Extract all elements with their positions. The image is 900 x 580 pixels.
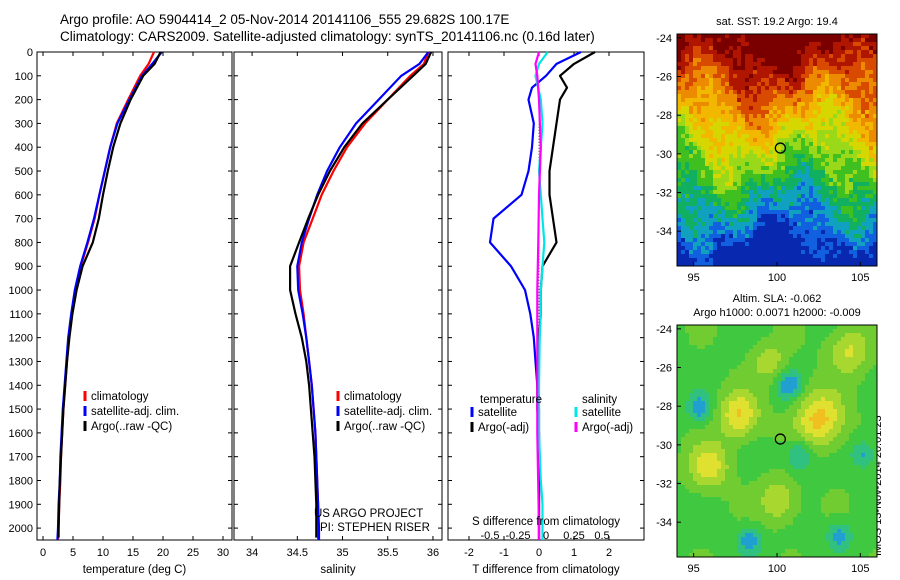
- secondary-tick-label: 0.5: [594, 530, 609, 542]
- y-tick-label: -32: [656, 479, 672, 491]
- y-tick-label: 400: [15, 142, 33, 154]
- y-tick-label: -24: [656, 324, 672, 336]
- secondary-axis-label: S difference from climatology: [472, 516, 620, 528]
- secondary-tick-label: 0: [543, 530, 549, 542]
- legend-entry: satellite-adj. clim.: [91, 406, 179, 418]
- panel-frame-2: [233, 51, 443, 541]
- x-tick-label: 95: [688, 272, 700, 284]
- legend-entry: satellite-adj. clim.: [344, 406, 432, 418]
- y-tick-label: 1500: [9, 404, 33, 416]
- y-tick-label: -24: [656, 33, 672, 45]
- x-tick-label: 0: [40, 547, 46, 559]
- x-tick-label: 100: [768, 563, 786, 575]
- y-tick-label: 600: [15, 190, 33, 202]
- y-tick-label: 500: [15, 166, 33, 178]
- y-tick-label: 1400: [9, 380, 33, 392]
- secondary-tick-label: -0.5: [481, 530, 500, 542]
- annotation-line: PI: STEPHEN RISER: [320, 522, 430, 534]
- x-tick-label: 20: [157, 547, 169, 559]
- y-tick-label: -32: [656, 188, 672, 200]
- heatmap-cells-1: [677, 34, 878, 267]
- x-tick-label: 100: [768, 272, 786, 284]
- y-tick-label: 1000: [9, 285, 33, 297]
- y-tick-label: -30: [656, 440, 672, 452]
- heatmap-cells-2: [677, 325, 878, 558]
- y-tick-label: 200: [15, 95, 33, 107]
- x-tick-label: 15: [127, 547, 139, 559]
- series-line-2: [296, 51, 430, 540]
- x-tick-label: 35.5: [377, 547, 398, 559]
- panel-frame-3: [447, 51, 645, 541]
- x-tick-label: 10: [97, 547, 109, 559]
- y-tick-label: 1800: [9, 475, 33, 487]
- y-tick-label: 1900: [9, 499, 33, 511]
- y-tick-label: 1300: [9, 356, 33, 368]
- legend-entry: climatology: [344, 391, 402, 403]
- secondary-tick-label: 0.25: [563, 530, 584, 542]
- y-tick-label: -26: [656, 72, 672, 84]
- x-tick-label: 105: [851, 272, 869, 284]
- y-tick-label: 1200: [9, 333, 33, 345]
- x-tick-label: 25: [187, 547, 199, 559]
- y-tick-label: -28: [656, 110, 672, 122]
- y-tick-label: -30: [656, 149, 672, 161]
- x-tick-label: -2: [464, 547, 474, 559]
- legend-entry: satellite: [478, 407, 517, 419]
- panel-frame-1: [36, 51, 233, 541]
- y-tick-label: 300: [15, 118, 33, 130]
- x-tick-label: 35: [336, 547, 348, 559]
- series-line-3: [534, 51, 549, 540]
- x-axis-label: salinity: [320, 564, 355, 576]
- legend-entry: climatology: [91, 391, 149, 403]
- y-tick-label: 2000: [9, 523, 33, 535]
- y-tick-label: 1600: [9, 428, 33, 440]
- map-title-sla: Altim. SLA: -0.062: [733, 293, 822, 305]
- y-tick-label: 800: [15, 237, 33, 249]
- chart-title-line2: Climatology: CARS2009. Satellite-adjuste…: [60, 29, 595, 44]
- legend-title-temperature: temperature: [480, 394, 542, 406]
- x-tick-label: 105: [851, 563, 869, 575]
- annotation-line: US ARGO PROJECT: [314, 508, 423, 520]
- y-tick-label: 700: [15, 214, 33, 226]
- y-tick-label: 0: [27, 47, 33, 59]
- x-tick-label: 1: [571, 547, 577, 559]
- y-tick-label: -26: [656, 363, 672, 375]
- x-axis-label: T difference from climatology: [472, 564, 619, 576]
- x-tick-label: 36: [427, 547, 439, 559]
- series-line-3: [289, 51, 433, 538]
- legend-title-salinity: salinity: [582, 394, 617, 406]
- secondary-tick-label: -0.25: [505, 530, 530, 542]
- argo-location-marker: [774, 142, 786, 154]
- y-tick-label: 100: [15, 71, 33, 83]
- x-tick-label: 34.5: [287, 547, 308, 559]
- map-subtitle-sla: Argo h1000: 0.0071 h2000: -0.009: [693, 307, 861, 319]
- series-line-4: [534, 51, 542, 540]
- x-tick-label: 0: [536, 547, 542, 559]
- y-tick-label: 900: [15, 261, 33, 273]
- series-line-3: [57, 51, 162, 538]
- y-tick-label: -28: [656, 401, 672, 413]
- legend-entry: Argo(-adj): [478, 422, 529, 434]
- x-tick-label: 30: [217, 547, 229, 559]
- legend-entry: Argo(..raw -QC): [91, 421, 172, 433]
- y-tick-label: 1700: [9, 452, 33, 464]
- legend-entry: Argo(-adj): [582, 422, 633, 434]
- x-tick-label: -1: [499, 547, 509, 559]
- x-tick-label: 34: [246, 547, 258, 559]
- y-tick-label: -34: [656, 517, 672, 529]
- legend-entry: Argo(..raw -QC): [344, 421, 425, 433]
- y-tick-label: -34: [656, 226, 672, 238]
- x-axis-label: temperature (deg C): [83, 564, 187, 576]
- chart-title-line1: Argo profile: AO 5904414_2 05-Nov-2014 2…: [60, 12, 510, 27]
- legend-entry: satellite: [582, 407, 621, 419]
- x-tick-label: 5: [70, 547, 76, 559]
- x-tick-label: 2: [606, 547, 612, 559]
- map-title-sst: sat. SST: 19.2 Argo: 19.4: [716, 16, 838, 28]
- y-tick-label: 1100: [9, 309, 33, 321]
- argo-location-marker: [774, 433, 786, 445]
- x-tick-label: 95: [688, 563, 700, 575]
